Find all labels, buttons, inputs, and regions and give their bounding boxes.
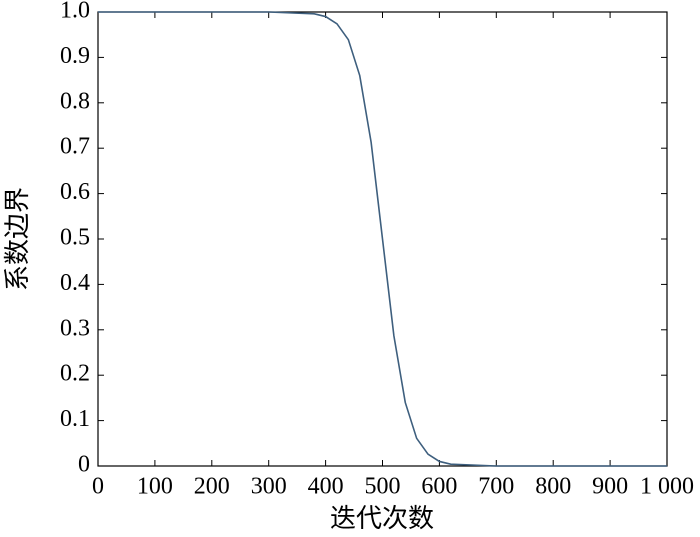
y-tick-label: 0.1 xyxy=(60,406,90,432)
y-tick-label: 0.8 xyxy=(60,88,90,114)
x-tick-label: 300 xyxy=(251,474,287,500)
x-tick-label: 700 xyxy=(478,474,514,500)
y-tick-label: 0.9 xyxy=(60,43,90,69)
line xyxy=(98,11,667,467)
x-tick-label: 100 xyxy=(137,474,173,500)
x-tick-label: 1 000 xyxy=(640,474,694,500)
y-axis-title: 系数边界 xyxy=(3,187,32,291)
y-tick-label: 0.2 xyxy=(60,361,90,387)
x-tick-label: 400 xyxy=(308,474,344,500)
x-tick-label: 800 xyxy=(535,474,571,500)
x-tick-label: 600 xyxy=(421,474,457,500)
x-tick-label: 900 xyxy=(592,474,628,500)
y-tick-label: 0.5 xyxy=(60,225,90,251)
x-tick-label: 0 xyxy=(92,474,104,500)
y-tick-label: 0.6 xyxy=(60,179,90,205)
y-tick-label: 0 xyxy=(78,452,90,478)
x-tick-label: 200 xyxy=(194,474,230,500)
y-tick-label: 1.0 xyxy=(60,0,90,24)
x-axis-title: 迭代次数 xyxy=(330,504,434,533)
y-tick-label: 0.3 xyxy=(60,315,90,341)
y-tick-label: 0.4 xyxy=(60,270,90,296)
y-tick-label: 0.7 xyxy=(60,134,90,160)
x-tick-label: 500 xyxy=(365,474,401,500)
